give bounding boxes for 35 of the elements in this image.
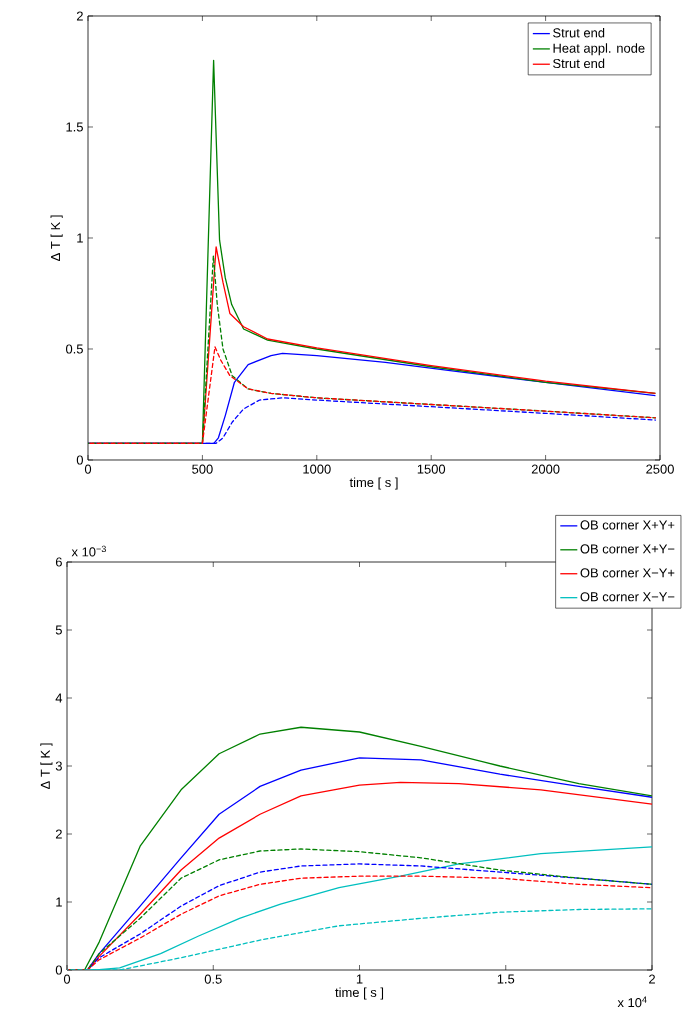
legend-label: OB corner X+Y− <box>580 544 675 554</box>
y-tick-label: 2 <box>55 829 62 839</box>
y-tick-label: 4 <box>55 693 63 703</box>
legend-label: OB corner X−Y+ <box>580 568 675 578</box>
y-tick-label: 0 <box>76 455 83 465</box>
x-tick-label: 0.5 <box>204 974 222 984</box>
x-axis-title: time [ s ] <box>335 987 384 1000</box>
y-tick-label: 1 <box>77 233 83 243</box>
y-tick-label: 0.5 <box>65 344 83 354</box>
legend-label: Strut end <box>553 27 605 38</box>
text: x 10$^{4}$ <box>617 996 647 1008</box>
legend-label: OB corner X+Y+ <box>580 520 675 530</box>
y-tick-label: 6 <box>55 557 62 567</box>
y-tick-label: 5 <box>55 625 62 635</box>
legend-label: Strut end <box>553 58 605 69</box>
x-tick-label: 1 <box>356 974 363 984</box>
x-tick-label: 500 <box>192 464 213 474</box>
x-tick-label: 2 <box>649 974 655 984</box>
y-tick-label: 2 <box>76 11 83 21</box>
x-axis-title: time [ s ] <box>349 477 398 490</box>
x-tick-label: 0 <box>84 464 92 474</box>
legend-label: OB corner X−Y− <box>580 592 675 602</box>
y-tick-label: 1.5 <box>66 122 83 132</box>
text: x 10$^{−3}$ <box>71 545 106 557</box>
y-tick-label: 1 <box>56 897 62 907</box>
y-axis-title: Δ T [ K ] <box>40 743 53 789</box>
x-tick-label: 1500 <box>417 464 446 474</box>
y-tick-label: 0 <box>55 965 62 975</box>
y-tick-label: 3 <box>55 761 62 771</box>
x-tick-label: 1000 <box>303 464 331 474</box>
y-axis-title: Δ T [ K ] <box>50 215 63 261</box>
x-tick-label: 2500 <box>646 464 674 474</box>
x-tick-label: 2000 <box>531 464 560 474</box>
legend-label: Heat appl. node <box>553 43 645 56</box>
x-tick-label: 1.5 <box>497 974 515 984</box>
